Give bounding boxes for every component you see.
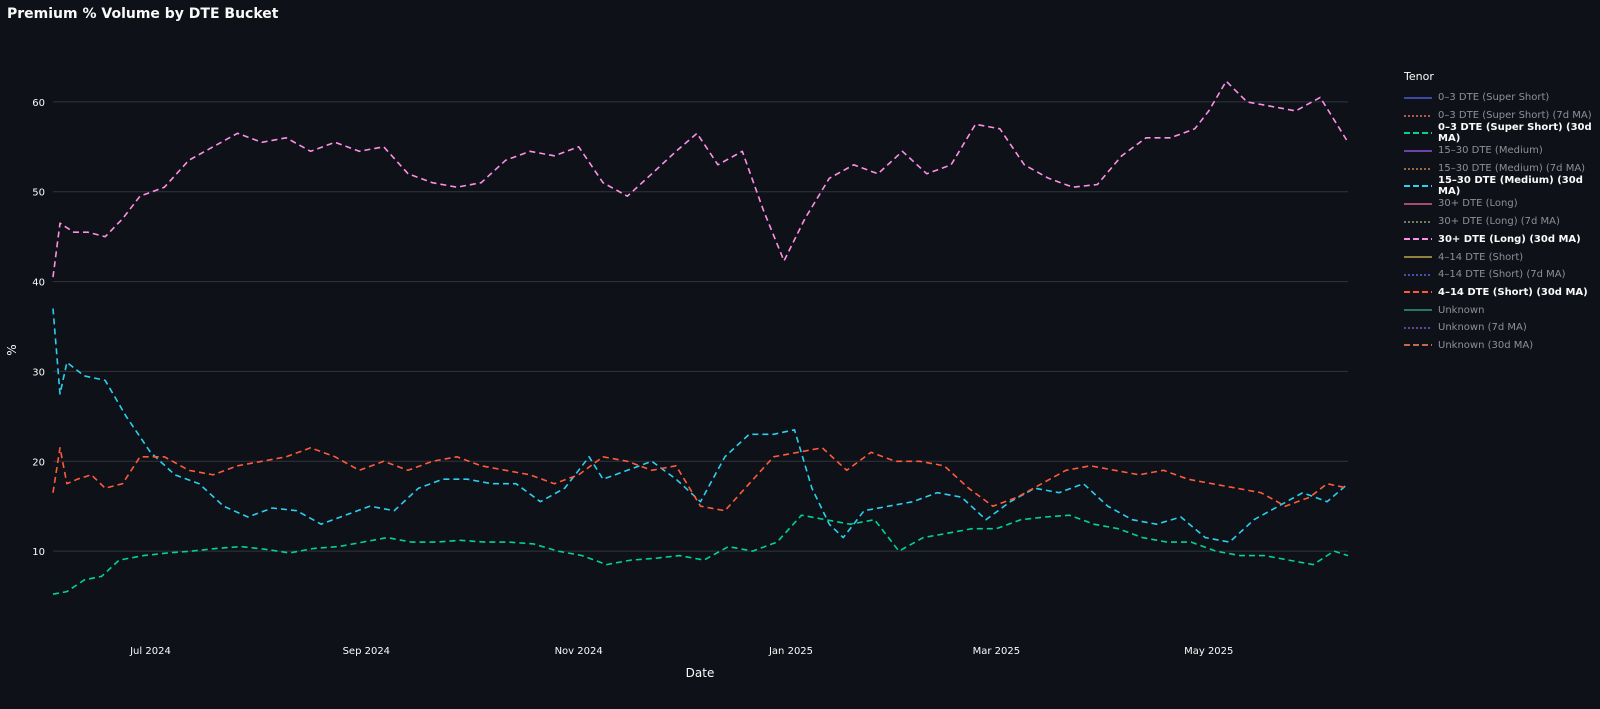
- legend-item[interactable]: Unknown (30d MA): [1404, 337, 1600, 355]
- legend-item-label: 30+ DTE (Long): [1438, 198, 1518, 210]
- series-line-0-3-dte-super-short-30d-ma[interactable]: [52, 514, 1349, 595]
- legend-swatch: [1404, 220, 1432, 223]
- legend-item[interactable]: 4–14 DTE (Short) (30d MA): [1404, 284, 1600, 302]
- legend-swatch: [1404, 150, 1432, 152]
- legend-item[interactable]: 0–3 DTE (Super Short) (7d MA): [1404, 107, 1600, 125]
- y-tick-label: 40: [32, 278, 45, 289]
- legend-item-label: 4–14 DTE (Short): [1438, 251, 1524, 263]
- legend-swatch: [1404, 114, 1432, 117]
- legend-swatch: [1404, 185, 1432, 188]
- x-tick-label: Sep 2024: [343, 646, 390, 657]
- legend-item-label: 4–14 DTE (Short) (30d MA): [1438, 286, 1588, 298]
- x-tick-labels: Jul 2024 Sep 2024 Nov 2024 Jan 2025 Mar 2025…: [129, 646, 1233, 657]
- legend-item[interactable]: 15–30 DTE (Medium) (7d MA): [1404, 160, 1600, 178]
- legend-item-label: 4–14 DTE (Short) (7d MA): [1438, 269, 1566, 281]
- y-tick-label: 30: [32, 367, 45, 378]
- legend-title: Tenor: [1404, 70, 1434, 83]
- legend-item-label: Unknown: [1438, 304, 1485, 316]
- legend-swatch: [1404, 256, 1432, 258]
- legend-item[interactable]: 4–14 DTE (Short): [1404, 248, 1600, 266]
- legend-swatch: [1404, 132, 1432, 135]
- y-tick-label: 60: [32, 98, 45, 109]
- y-tick-label: 50: [32, 188, 45, 199]
- x-tick-label: Mar 2025: [973, 646, 1021, 657]
- legend-item[interactable]: 30+ DTE (Long) (7d MA): [1404, 213, 1600, 231]
- legend-item-label: 30+ DTE (Long) (30d MA): [1438, 233, 1581, 245]
- series-line-4-14-dte-short-30d-ma[interactable]: [52, 446, 1349, 512]
- legend-item-label: 0–3 DTE (Super Short): [1438, 92, 1550, 104]
- series-line-30-dte-long-30d-ma[interactable]: [52, 80, 1349, 278]
- legend-item[interactable]: Unknown (7d MA): [1404, 319, 1600, 337]
- gridlines: [53, 101, 1348, 552]
- plot-area[interactable]: 10 20 30 40 50 60 Jul 2024 Sep 2024 Nov 2024 Jan…: [0, 0, 1380, 709]
- legend-item[interactable]: 0–3 DTE (Super Short): [1404, 89, 1600, 107]
- legend-swatch: [1404, 203, 1432, 205]
- series-line-15-30-dte-medium-30d-ma[interactable]: [52, 308, 1349, 543]
- legend-swatch: [1404, 97, 1432, 99]
- y-tick-labels: 10 20 30 40 50 60: [32, 98, 45, 558]
- legend-swatch: [1404, 167, 1432, 170]
- chart-title: Premium % Volume by DTE Bucket: [7, 6, 279, 22]
- legend-item[interactable]: Unknown: [1404, 301, 1600, 319]
- legend-item-label: 15–30 DTE (Medium) (7d MA): [1438, 163, 1586, 175]
- y-tick-label: 20: [32, 457, 45, 468]
- legend-item[interactable]: 15–30 DTE (Medium) (30d MA): [1404, 175, 1600, 198]
- legend-swatch: [1404, 309, 1432, 311]
- legend-item-label: 30+ DTE (Long) (7d MA): [1438, 216, 1560, 228]
- y-tick-label: 10: [32, 547, 45, 558]
- legend-swatch: [1404, 344, 1432, 347]
- series-lines: [52, 80, 1349, 595]
- x-tick-label: Jan 2025: [768, 646, 813, 657]
- legend-item[interactable]: 30+ DTE (Long) (30d MA): [1404, 231, 1600, 249]
- y-axis-title: %: [5, 344, 19, 355]
- legend-item-label: 15–30 DTE (Medium): [1438, 145, 1543, 157]
- legend-item[interactable]: 15–30 DTE (Medium): [1404, 142, 1600, 160]
- x-tick-label: May 2025: [1184, 646, 1233, 657]
- legend-swatch: [1404, 273, 1432, 276]
- legend-item-label: Unknown (30d MA): [1438, 339, 1534, 351]
- legend-item-label: 0–3 DTE (Super Short) (30d MA): [1438, 122, 1592, 145]
- x-tick-label: Nov 2024: [555, 646, 603, 657]
- legend-swatch: [1404, 291, 1432, 294]
- legend-item[interactable]: 30+ DTE (Long): [1404, 195, 1600, 213]
- legend-item[interactable]: 4–14 DTE (Short) (7d MA): [1404, 266, 1600, 284]
- legend-items: 0–3 DTE (Super Short) 0–3 DTE (Super Shor…: [1404, 89, 1600, 354]
- legend: Tenor 0–3 DTE (Super Short) 0–3 DTE (Supe…: [1404, 70, 1600, 354]
- legend-item-label: 15–30 DTE (Medium) (30d MA): [1438, 175, 1583, 198]
- legend-item-label: 0–3 DTE (Super Short) (7d MA): [1438, 110, 1592, 122]
- x-tick-label: Jul 2024: [129, 646, 171, 657]
- legend-item[interactable]: 0–3 DTE (Super Short) (30d MA): [1404, 122, 1600, 145]
- legend-item-label: Unknown (7d MA): [1438, 322, 1527, 334]
- legend-swatch: [1404, 327, 1432, 329]
- x-axis-title: Date: [686, 666, 715, 680]
- legend-swatch: [1404, 238, 1432, 241]
